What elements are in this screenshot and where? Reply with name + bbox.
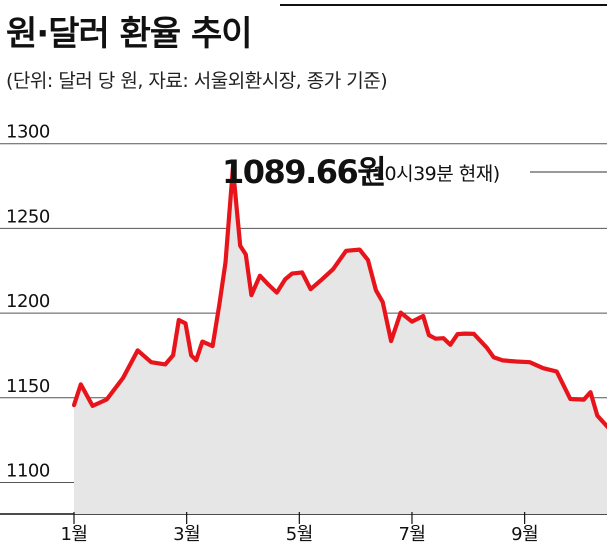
x-tick-4: 9월 xyxy=(511,524,538,545)
series-line xyxy=(71,165,607,430)
y-tick-1250: 1250 xyxy=(6,206,50,227)
last-value-label: 1089.66원 xyxy=(222,153,385,191)
y-tick-labels: 1100 1150 1200 1250 1300 xyxy=(6,122,50,482)
area-fill xyxy=(74,167,607,514)
last-value-note: (10시39분 현재) xyxy=(366,163,500,185)
chart-subtitle: (단위: 달러 당 원, 자료: 서울외환시장, 종가 기준) xyxy=(6,70,388,92)
area-polygon xyxy=(74,167,607,514)
x-tick-1: 3월 xyxy=(173,524,200,545)
y-tick-1100: 1100 xyxy=(6,461,50,482)
callout-leader-line xyxy=(530,171,607,173)
x-tick-2: 5월 xyxy=(286,524,313,545)
y-tick-1200: 1200 xyxy=(6,291,50,312)
y-tick-1150: 1150 xyxy=(6,376,50,397)
series-line-path xyxy=(71,165,607,430)
top-rule xyxy=(280,4,607,6)
chart-title: 원·달러 환율 추이 xyxy=(6,14,253,54)
x-tick-labels: 1월3월5월7월9월12월4일 xyxy=(60,512,539,545)
y-tick-1300: 1300 xyxy=(6,122,50,143)
last-value-callout: 1089.66원(10시39분 현재) xyxy=(222,153,607,191)
x-tick-0: 1월 xyxy=(60,524,87,545)
x-tick-3: 7월 xyxy=(398,524,425,545)
